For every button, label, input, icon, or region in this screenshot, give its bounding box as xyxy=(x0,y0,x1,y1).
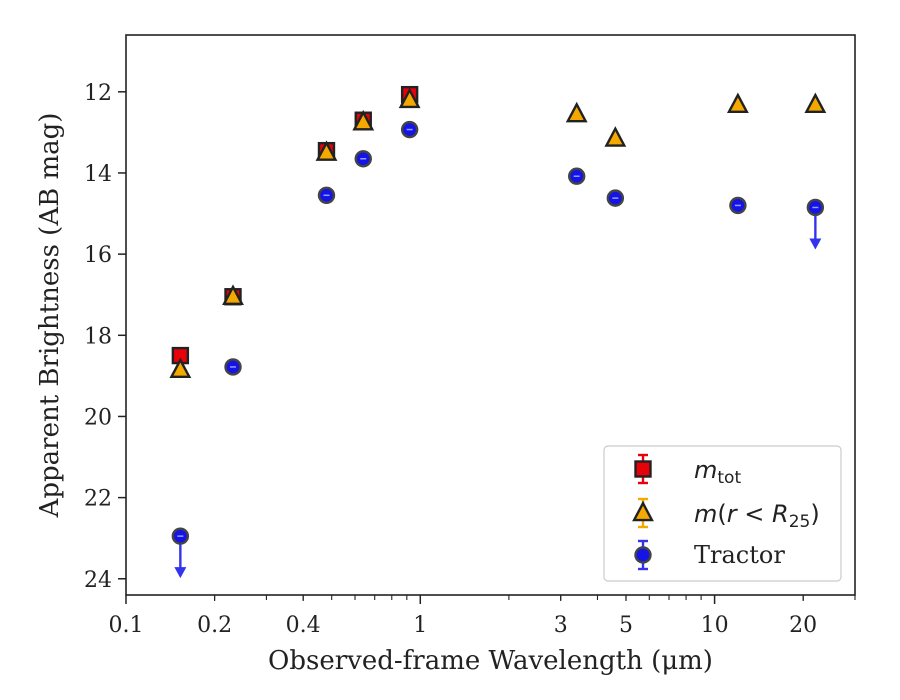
y-tick-label: 22 xyxy=(84,487,112,512)
y-tick-label: 14 xyxy=(84,162,112,187)
data-point xyxy=(169,357,192,379)
x-tick-label: 0.1 xyxy=(109,613,144,638)
y-axis: 12 14 16 18 20 22 24 xyxy=(84,81,126,593)
data-point xyxy=(398,87,421,109)
legend-label-paren: ( xyxy=(717,500,726,528)
legend-marker xyxy=(634,546,652,564)
data-point xyxy=(565,101,588,123)
x-axis-label: Observed-frame Wavelength (μm) xyxy=(268,646,713,676)
upper-limit-arrow-head xyxy=(174,567,187,579)
x-tick-label: 0.2 xyxy=(197,613,232,638)
legend-label-tractor: Tractor xyxy=(694,541,785,569)
y-axis-label: Apparent Brightness (AB mag) xyxy=(35,113,65,519)
legend-label-R: R xyxy=(772,500,789,528)
y-tick-label: 12 xyxy=(84,81,112,106)
data-point xyxy=(315,140,338,161)
legend-box xyxy=(603,445,842,582)
legend-label-mr: m(r < R25) xyxy=(694,500,820,532)
legend-label-lt: < xyxy=(737,500,772,528)
y-tick-label: 16 xyxy=(84,243,112,268)
x-tick-label: 1 xyxy=(413,613,427,638)
data-point xyxy=(222,284,244,305)
legend-label-m: m xyxy=(694,456,717,484)
legend-label-m: m xyxy=(694,500,717,528)
x-tick-label: 10 xyxy=(701,613,729,638)
y-tick-label: 20 xyxy=(84,405,112,430)
axes-frame xyxy=(125,34,856,596)
data-point xyxy=(604,126,627,147)
series-square xyxy=(171,85,419,365)
y-tick-label: 24 xyxy=(84,568,112,593)
data-point xyxy=(804,92,827,114)
legend-label-r: r xyxy=(727,500,739,528)
data-point xyxy=(726,92,749,114)
y-tick-label: 18 xyxy=(84,324,112,349)
x-tick-label: 0.4 xyxy=(286,613,321,638)
legend-label-paren: ) xyxy=(810,500,819,528)
x-tick-label: 5 xyxy=(619,613,633,638)
legend-label-sub: 25 xyxy=(789,512,811,532)
x-tick-label: 3 xyxy=(554,613,568,638)
legend-marker xyxy=(632,500,654,522)
legend-marker xyxy=(634,460,652,478)
data-layer xyxy=(169,85,827,579)
x-axis: 0.1 0.2 0.4 1 3 5 10 20 xyxy=(109,595,856,638)
upper-limit-arrow-head xyxy=(809,238,822,250)
legend-label-mtot: mtot xyxy=(694,456,741,488)
x-tick-label: 20 xyxy=(789,613,817,638)
data-point xyxy=(352,109,375,131)
series-triangle xyxy=(169,87,827,379)
legend-label-sub: tot xyxy=(717,468,741,488)
series-circle xyxy=(171,120,825,579)
